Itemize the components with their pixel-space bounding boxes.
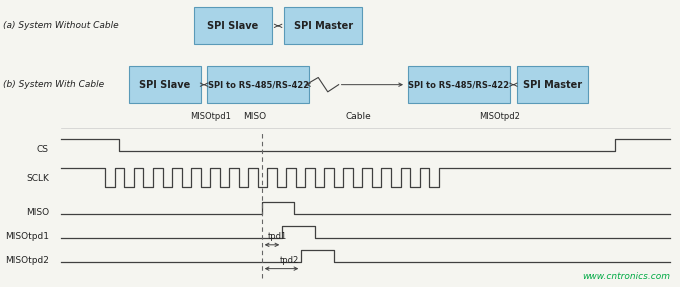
Text: MISOtpd1: MISOtpd1 xyxy=(5,232,49,241)
FancyBboxPatch shape xyxy=(207,66,309,103)
Text: Cable: Cable xyxy=(345,112,371,121)
Text: (a) System Without Cable: (a) System Without Cable xyxy=(3,21,119,30)
Text: SPI to RS-485/RS-422: SPI to RS-485/RS-422 xyxy=(208,80,309,89)
Text: SPI Slave: SPI Slave xyxy=(207,21,258,31)
Text: tpd1: tpd1 xyxy=(268,232,287,241)
FancyBboxPatch shape xyxy=(129,66,201,103)
Text: MISO: MISO xyxy=(243,112,267,121)
Text: MISOtpd1: MISOtpd1 xyxy=(190,112,231,121)
Text: (b) System With Cable: (b) System With Cable xyxy=(3,80,105,89)
Text: SPI Slave: SPI Slave xyxy=(139,80,190,90)
Text: SCLK: SCLK xyxy=(26,174,49,183)
Text: MISOtpd2: MISOtpd2 xyxy=(5,256,49,265)
FancyBboxPatch shape xyxy=(517,66,588,103)
Text: tpd2: tpd2 xyxy=(280,256,299,265)
Text: CS: CS xyxy=(37,145,49,154)
Text: MISO: MISO xyxy=(26,208,49,218)
Text: www.cntronics.com: www.cntronics.com xyxy=(582,272,670,281)
FancyBboxPatch shape xyxy=(408,66,510,103)
Text: MISOtpd2: MISOtpd2 xyxy=(479,112,520,121)
Text: SPI to RS-485/RS-422: SPI to RS-485/RS-422 xyxy=(409,80,509,89)
FancyBboxPatch shape xyxy=(194,7,272,44)
Text: SPI Master: SPI Master xyxy=(523,80,582,90)
FancyBboxPatch shape xyxy=(284,7,362,44)
Text: SPI Master: SPI Master xyxy=(294,21,353,31)
